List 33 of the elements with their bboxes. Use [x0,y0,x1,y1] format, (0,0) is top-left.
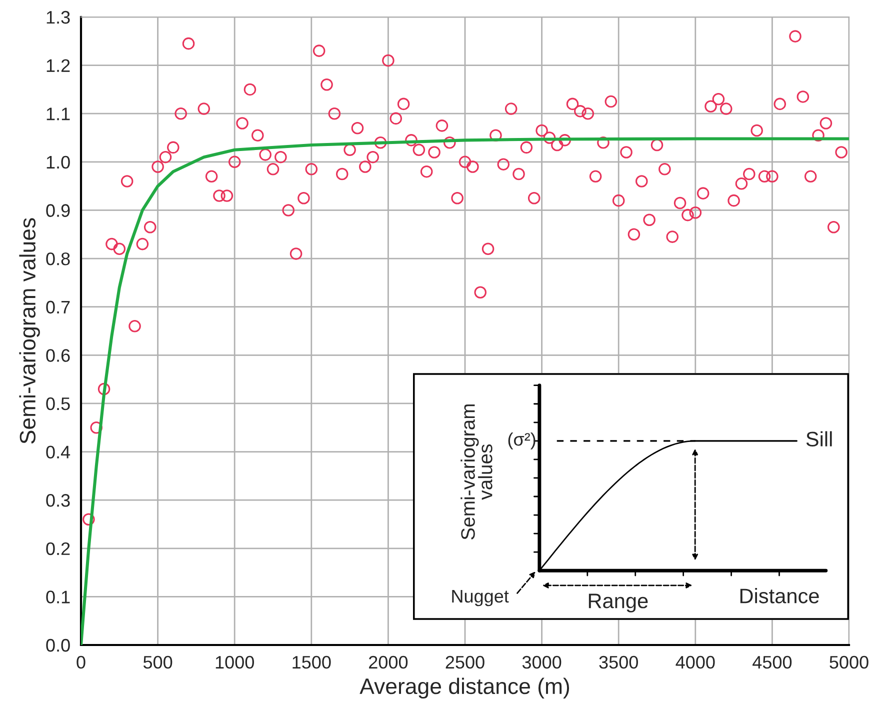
y-tick-label: 0.3 [46,494,70,507]
y-tick-label: 0.8 [46,252,70,266]
x-tick-label: 4000 [676,656,715,669]
x-tick-label: 1500 [292,656,331,669]
x-tick-label: 2500 [446,656,484,669]
y-tick-label: 1.1 [46,108,70,120]
x-tick-label: 4500 [752,656,792,669]
text: Distance [740,588,819,604]
x-tick-label: 3500 [599,656,638,669]
annotation: (σ²) [508,432,536,450]
text: Semi-variogram values [460,404,492,540]
y-tick-label: 0.6 [46,349,70,362]
y-tick-label: 0.0 [46,638,70,652]
y-tick-label: 0.5 [46,397,70,410]
y-tick-label: 0.7 [46,300,70,314]
y-tick-label: 1.2 [46,59,70,72]
annotation: Sill [806,431,832,447]
x-tick-label: 3000 [522,656,562,669]
y-tick-label: 0.9 [46,204,70,217]
y-tick-label: 0.4 [46,446,70,458]
y-tick-label: 1.0 [46,156,70,169]
annotation: Nugget [452,590,509,606]
x-axis-title: Average distance (m) [360,678,570,699]
y-axis-title: Semi-variogram values [19,218,40,444]
x-tick-label: 5000 [830,656,868,669]
x-tick-label: 2000 [369,656,408,669]
x-tick-label: 0 [76,656,86,669]
y-tick-label: 0.1 [46,590,70,604]
x-tick-label: 500 [143,656,172,669]
annotation: Range [588,594,648,612]
x-tick-label: 1000 [216,656,254,669]
y-tick-label: 0.2 [46,542,70,556]
y-tick-label: 1.3 [46,10,70,24]
